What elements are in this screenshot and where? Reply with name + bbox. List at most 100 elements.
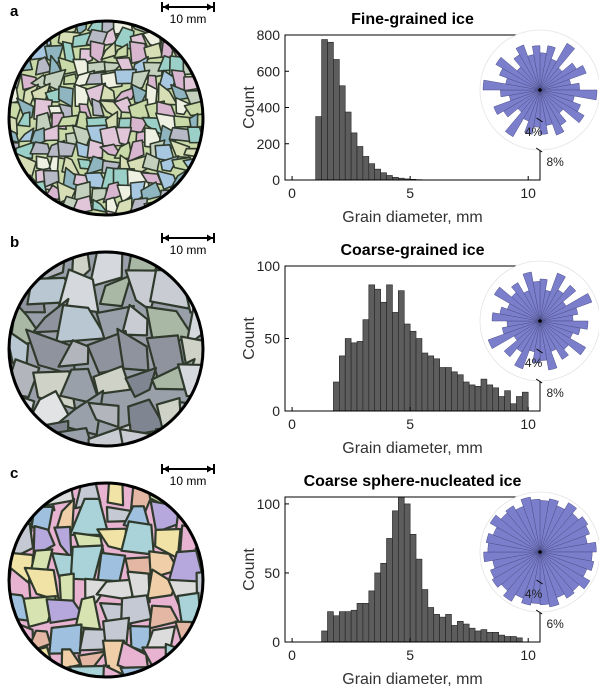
histogram-bar — [492, 632, 499, 643]
grain — [200, 202, 203, 215]
grain — [175, 96, 191, 116]
scale-bar-arrow — [161, 2, 215, 12]
rose-wedge — [503, 551, 541, 602]
grain — [16, 195, 40, 215]
rose-wedge — [539, 89, 585, 124]
rose-wedge — [532, 45, 541, 91]
histogram-bar — [486, 384, 494, 412]
grain — [9, 180, 22, 206]
histogram-bar — [392, 510, 399, 643]
grain — [120, 303, 149, 337]
histogram-bar — [510, 403, 517, 412]
histogram-bar — [415, 558, 423, 643]
histogram-bar — [380, 172, 387, 181]
grain — [98, 274, 133, 308]
histogram-bar — [409, 533, 417, 643]
chart-title: Coarse sphere-nucleated ice — [304, 473, 522, 490]
histogram-bar — [480, 629, 488, 643]
x-axis-label: Grain diameter, mm — [342, 209, 482, 226]
y-tick-label: 0 — [272, 172, 280, 188]
x-tick-label: 10 — [520, 185, 536, 201]
histogram-bar — [344, 111, 352, 181]
x-tick-label: 5 — [406, 647, 414, 663]
grain — [17, 183, 37, 204]
grain — [57, 339, 90, 368]
y-axis-label: Count — [241, 548, 258, 591]
x-axis-label: Grain diameter, mm — [342, 440, 482, 457]
histogram-bar — [468, 627, 476, 643]
x-axis-label: Grain diameter, mm — [342, 671, 482, 688]
rose-wedge — [539, 307, 579, 322]
histogram-bar — [362, 603, 370, 643]
rose-wedge — [539, 65, 587, 91]
chart-title: Fine-grained ice — [351, 11, 474, 28]
histogram-bar — [433, 614, 440, 643]
grain — [34, 201, 47, 215]
grain — [201, 605, 203, 631]
grain — [201, 167, 203, 188]
y-tick-label: 200 — [257, 136, 281, 152]
bars — [333, 284, 529, 412]
histogram-bar — [368, 284, 376, 412]
histogram-bar — [327, 611, 334, 643]
grain — [56, 140, 77, 158]
panel-letter: b — [10, 234, 20, 251]
rose-wedge — [493, 89, 541, 115]
y-tick-label: 50 — [264, 565, 280, 581]
rose-tick — [536, 348, 543, 354]
histogram-bar — [380, 301, 387, 412]
histogram-bar — [439, 367, 446, 412]
y-tick-label: 600 — [257, 63, 281, 79]
micrograph-image — [7, 481, 205, 679]
y-tick-label: 100 — [257, 258, 281, 274]
y-tick-label: 50 — [264, 331, 280, 347]
rose-center — [538, 88, 542, 92]
grain — [9, 483, 36, 513]
scale-bar: 10 mm — [160, 464, 220, 492]
histogram-bar — [386, 538, 393, 643]
rose-wedge — [539, 320, 587, 356]
grain — [195, 569, 203, 607]
grain — [44, 217, 66, 219]
grain — [168, 665, 203, 677]
grain — [9, 433, 34, 446]
histogram-bar — [321, 39, 328, 181]
histogram-bar — [474, 630, 482, 643]
grain — [18, 32, 39, 49]
rose-tick-label: 8% — [546, 155, 564, 169]
x-tick-label: 0 — [288, 416, 296, 432]
rose-wedge — [515, 44, 541, 91]
rose-wedge — [490, 551, 541, 579]
grain — [91, 97, 105, 117]
panel-b: b 10 mm Coarse-grained ice 0 50 100 0 5 10 Grai… — [0, 231, 599, 462]
rose-tick-label: 8% — [546, 386, 564, 400]
scale-bar-label: 10 mm — [169, 12, 207, 26]
rose-tick-label: 6% — [546, 617, 564, 631]
rose-tick-label: 4% — [525, 125, 543, 139]
grain — [124, 366, 158, 398]
histogram-bar — [403, 323, 411, 412]
histogram-bar — [498, 396, 505, 412]
grain — [87, 401, 120, 429]
chart-title: Coarse-grained ice — [340, 242, 484, 259]
histogram-bar — [433, 358, 440, 412]
grain — [126, 570, 151, 604]
grain — [194, 651, 203, 675]
grain — [16, 111, 31, 128]
histogram-bar — [339, 611, 346, 643]
histogram-bar — [374, 572, 381, 643]
bars — [315, 39, 429, 181]
histogram-bar — [398, 290, 405, 412]
histogram-bar — [339, 85, 346, 181]
histogram-bar — [356, 341, 364, 412]
rose-wedge — [539, 551, 560, 608]
rose-wedge — [511, 282, 541, 322]
histogram-bar — [409, 330, 417, 412]
grain — [96, 551, 127, 583]
grain — [106, 210, 122, 215]
grain — [196, 616, 203, 652]
histogram-bar — [398, 496, 405, 643]
micrograph-image — [7, 19, 206, 219]
x-tick-label: 5 — [406, 185, 414, 201]
grain — [204, 85, 206, 103]
